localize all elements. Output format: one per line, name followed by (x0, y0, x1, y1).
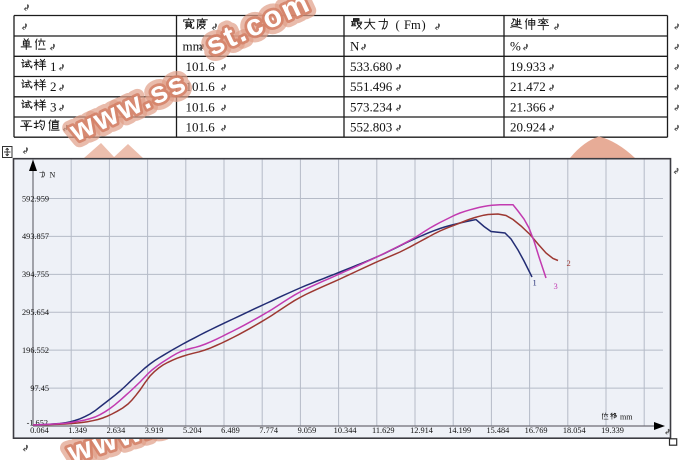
svg-text:mm: mm (183, 39, 203, 54)
svg-text:21.366: 21.366 (510, 99, 546, 114)
svg-text:101.6: 101.6 (186, 79, 216, 94)
svg-text:3: 3 (50, 99, 57, 114)
svg-text:552.803: 552.803 (350, 120, 392, 135)
svg-text:10.344: 10.344 (334, 426, 358, 435)
svg-text:592.959: 592.959 (22, 194, 49, 203)
svg-text:mm: mm (620, 413, 633, 422)
svg-text:2: 2 (50, 79, 57, 94)
svg-text:2.634: 2.634 (107, 426, 127, 435)
svg-text:1.349: 1.349 (68, 426, 87, 435)
svg-text:N: N (350, 39, 360, 54)
svg-text:): ) (422, 18, 426, 32)
svg-text:1: 1 (50, 59, 57, 74)
svg-text:573.234: 573.234 (350, 99, 393, 114)
svg-text:20.924: 20.924 (510, 120, 546, 135)
svg-text:101.6: 101.6 (186, 99, 216, 114)
svg-text:Fm: Fm (404, 18, 421, 32)
svg-text:12.914: 12.914 (410, 426, 434, 435)
svg-text:11.629: 11.629 (372, 426, 395, 435)
svg-text:19.339: 19.339 (601, 426, 624, 435)
svg-text:16.769: 16.769 (525, 426, 548, 435)
svg-text:3: 3 (554, 281, 558, 291)
svg-text:2: 2 (567, 258, 571, 268)
svg-text:3.919: 3.919 (145, 426, 164, 435)
svg-text:101.6: 101.6 (186, 120, 216, 135)
svg-text:19.933: 19.933 (510, 59, 546, 74)
svg-text:N: N (50, 171, 56, 180)
svg-text:14.199: 14.199 (448, 426, 471, 435)
svg-text:-1.652: -1.652 (27, 418, 48, 427)
svg-text:5.204: 5.204 (183, 426, 203, 435)
svg-text:7.774: 7.774 (259, 426, 279, 435)
svg-text:21.472: 21.472 (510, 79, 546, 94)
svg-text:(: ( (396, 18, 400, 32)
svg-text:97.45: 97.45 (30, 384, 49, 393)
svg-text:0.064: 0.064 (30, 426, 50, 435)
svg-text:295.654: 295.654 (22, 308, 50, 317)
svg-text:493.857: 493.857 (22, 232, 49, 241)
svg-text:15.484: 15.484 (486, 426, 510, 435)
svg-text:6.489: 6.489 (221, 426, 240, 435)
svg-text:1: 1 (533, 278, 537, 288)
svg-text:101.6: 101.6 (186, 59, 216, 74)
svg-text:%: % (510, 39, 521, 54)
svg-text:551.496: 551.496 (350, 79, 393, 94)
svg-text:196.552: 196.552 (22, 346, 49, 355)
svg-text:394.755: 394.755 (22, 270, 49, 279)
svg-text:533.680: 533.680 (350, 59, 392, 74)
svg-text:18.054: 18.054 (563, 426, 587, 435)
svg-text:9.059: 9.059 (298, 426, 317, 435)
